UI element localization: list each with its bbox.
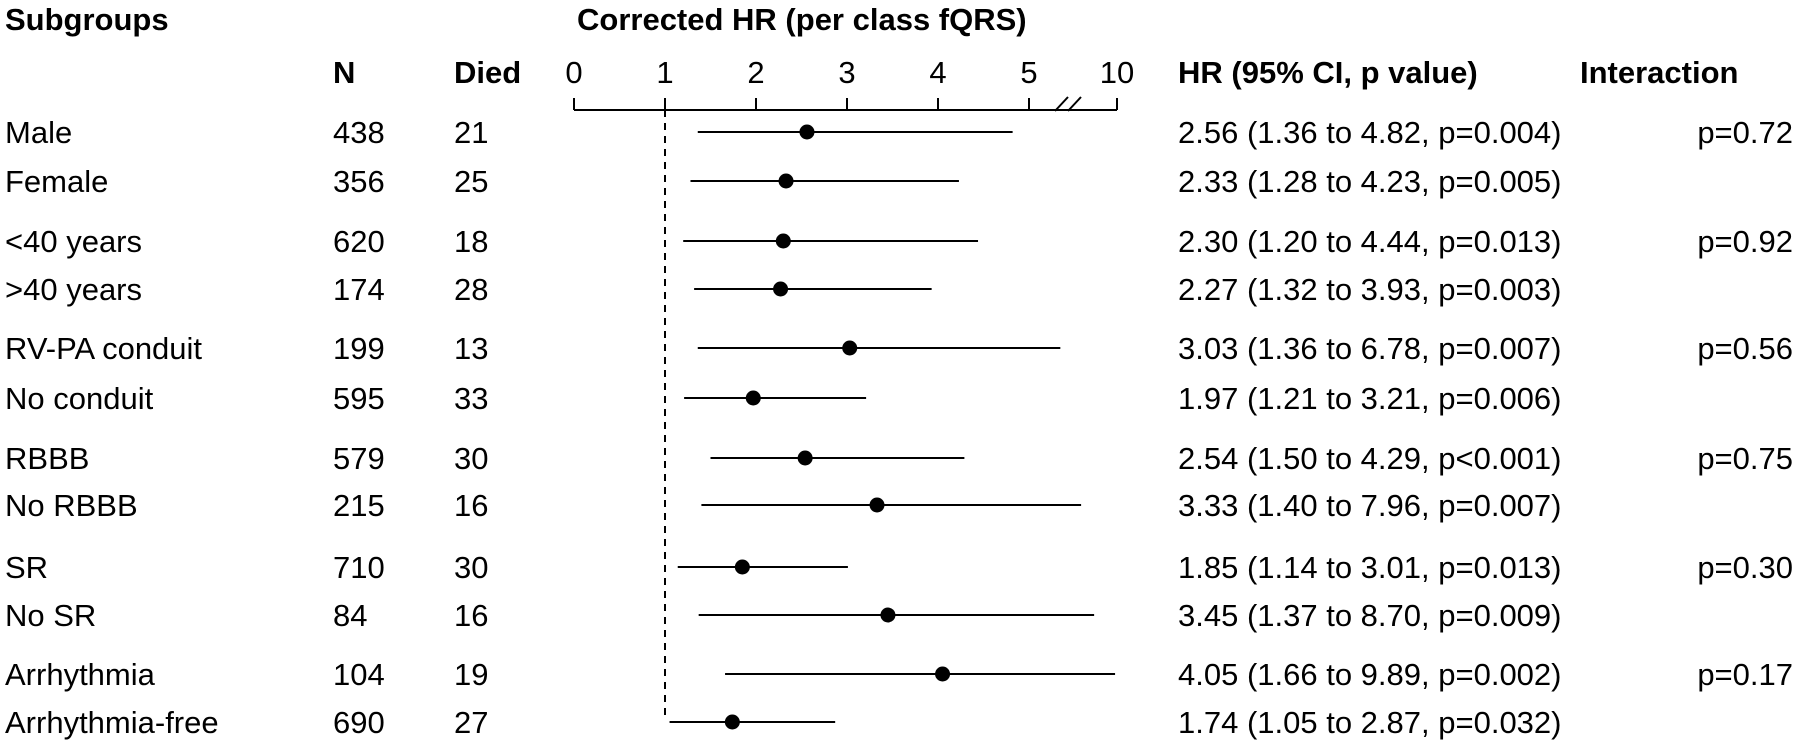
- n-value: 690: [333, 705, 385, 740]
- n-value: 174: [333, 272, 385, 307]
- forest-row: No RBBB 215 16 3.33 (1.40 to 7.96, p=0.007): [5, 488, 1562, 523]
- hr-ci-text: 4.05 (1.66 to 9.89, p=0.002): [1178, 657, 1562, 692]
- interaction-p: p=0.30: [1697, 550, 1793, 585]
- n-value: 84: [333, 598, 367, 633]
- tick-label: 0: [565, 55, 582, 90]
- hr-ci-text: 2.30 (1.20 to 4.44, p=0.013): [1178, 224, 1562, 259]
- tick-label: 2: [747, 55, 764, 90]
- subgroup-label: No SR: [5, 598, 96, 633]
- died-value: 28: [454, 272, 488, 307]
- died-value: 16: [454, 488, 488, 523]
- died-value: 21: [454, 115, 488, 150]
- hr-point: [775, 233, 791, 249]
- n-value: 438: [333, 115, 385, 150]
- interaction-p: p=0.72: [1697, 115, 1793, 150]
- n-value: 579: [333, 441, 385, 476]
- forest-row: SR 710 30 1.85 (1.14 to 3.01, p=0.013) p=0.3…: [5, 550, 1793, 585]
- hr-point: [778, 173, 794, 189]
- hr-ci-text: 1.97 (1.21 to 3.21, p=0.006): [1178, 381, 1562, 416]
- subgroup-label: No conduit: [5, 381, 154, 416]
- subgroup-label: RV-PA conduit: [5, 331, 202, 366]
- died-value: 19: [454, 657, 488, 692]
- forest-row: Female 356 25 2.33 (1.28 to 4.23, p=0.005): [5, 164, 1562, 199]
- forest-row: >40 years 174 28 2.27 (1.32 to 3.93, p=0.00…: [5, 272, 1562, 307]
- subgroup-label: Male: [5, 115, 72, 150]
- n-value: 199: [333, 331, 385, 366]
- axis-break-mark: [1054, 96, 1069, 112]
- hr-ci-text: 3.03 (1.36 to 6.78, p=0.007): [1178, 331, 1562, 366]
- n-value: 215: [333, 488, 385, 523]
- tick-label: 3: [838, 55, 855, 90]
- died-value: 30: [454, 441, 488, 476]
- interaction-p: p=0.75: [1697, 441, 1793, 476]
- forest-row: Arrhythmia-free 690 27 1.74 (1.05 to 2.87, …: [5, 705, 1562, 740]
- hr-ci-text: 3.33 (1.40 to 7.96, p=0.007): [1178, 488, 1562, 523]
- n-value: 620: [333, 224, 385, 259]
- header-interaction: Interaction: [1580, 55, 1738, 90]
- hr-ci-text: 2.27 (1.32 to 3.93, p=0.003): [1178, 272, 1562, 307]
- hr-point: [842, 340, 858, 356]
- header-hr: HR (95% CI, p value): [1178, 55, 1478, 90]
- hr-point: [734, 559, 750, 575]
- tick-label: 1: [656, 55, 673, 90]
- forest-row: <40 years 620 18 2.30 (1.20 to 4.44, p=0.01…: [5, 224, 1793, 259]
- n-value: 356: [333, 164, 385, 199]
- n-value: 104: [333, 657, 385, 692]
- hr-point: [935, 666, 951, 682]
- hr-ci-text: 2.33 (1.28 to 4.23, p=0.005): [1178, 164, 1562, 199]
- hr-ci-text: 1.74 (1.05 to 2.87, p=0.032): [1178, 705, 1562, 740]
- hr-point: [799, 124, 815, 140]
- died-value: 25: [454, 164, 488, 199]
- chart-title: Corrected HR (per class fQRS): [577, 2, 1027, 37]
- tick-label: 10: [1100, 55, 1134, 90]
- subgroup-label: SR: [5, 550, 48, 585]
- hr-point: [880, 607, 896, 623]
- died-value: 33: [454, 381, 488, 416]
- interaction-p: p=0.17: [1697, 657, 1793, 692]
- hr-ci-text: 2.54 (1.50 to 4.29, p<0.001): [1178, 441, 1562, 476]
- forest-row: Male 438 21 2.56 (1.36 to 4.82, p=0.004) p=0…: [5, 115, 1793, 150]
- forest-rows: Male 438 21 2.56 (1.36 to 4.82, p=0.004) p=0…: [5, 115, 1793, 740]
- subgroup-label: <40 years: [5, 224, 142, 259]
- died-value: 13: [454, 331, 488, 366]
- interaction-p: p=0.92: [1697, 224, 1793, 259]
- subgroup-label: Arrhythmia: [5, 657, 156, 692]
- axis-ticks: 0 1 2 3 4 5 10: [565, 55, 1134, 110]
- hr-point: [869, 497, 885, 513]
- subgroup-label: RBBB: [5, 441, 89, 476]
- died-value: 18: [454, 224, 488, 259]
- hr-point: [724, 714, 740, 730]
- subgroup-label: >40 years: [5, 272, 142, 307]
- hr-ci-text: 3.45 (1.37 to 8.70, p=0.009): [1178, 598, 1562, 633]
- header-died: Died: [454, 55, 521, 90]
- header-subgroups: Subgroups: [5, 2, 169, 37]
- header-n: N: [333, 55, 355, 90]
- forest-row: No conduit 595 33 1.97 (1.21 to 3.21, p=0.0…: [5, 381, 1562, 416]
- tick-label: 4: [929, 55, 946, 90]
- n-value: 595: [333, 381, 385, 416]
- hr-ci-text: 1.85 (1.14 to 3.01, p=0.013): [1178, 550, 1562, 585]
- subgroup-label: Arrhythmia-free: [5, 705, 219, 740]
- interaction-p: p=0.56: [1697, 331, 1793, 366]
- forest-row: Arrhythmia 104 19 4.05 (1.66 to 9.89, p=0.0…: [5, 657, 1793, 692]
- died-value: 27: [454, 705, 488, 740]
- died-value: 16: [454, 598, 488, 633]
- hr-point: [773, 281, 789, 297]
- died-value: 30: [454, 550, 488, 585]
- axis-break-mark: [1067, 96, 1082, 112]
- hr-ci-text: 2.56 (1.36 to 4.82, p=0.004): [1178, 115, 1562, 150]
- hr-point: [797, 450, 813, 466]
- forest-row: RV-PA conduit 199 13 3.03 (1.36 to 6.78, p=…: [5, 331, 1793, 366]
- forest-row: No SR 84 16 3.45 (1.37 to 8.70, p=0.009): [5, 598, 1562, 633]
- forest-row: RBBB 579 30 2.54 (1.50 to 4.29, p<0.001) p=0…: [5, 441, 1793, 476]
- x-axis: [574, 96, 1117, 112]
- n-value: 710: [333, 550, 385, 585]
- subgroup-label: No RBBB: [5, 488, 138, 523]
- hr-point: [745, 390, 761, 406]
- tick-label: 5: [1020, 55, 1037, 90]
- subgroup-label: Female: [5, 164, 108, 199]
